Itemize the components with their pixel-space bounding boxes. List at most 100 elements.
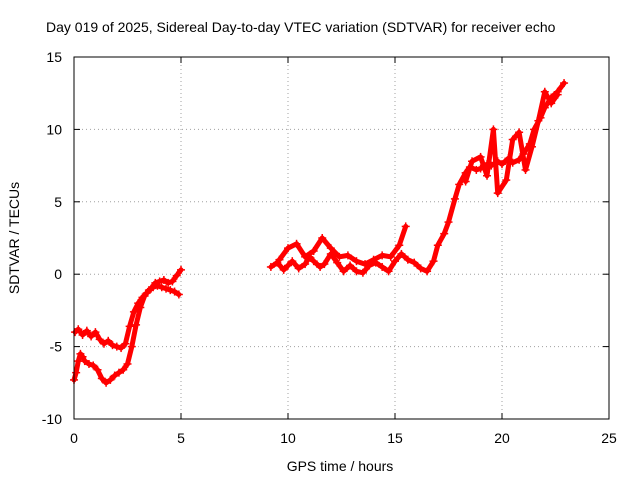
data-point: [498, 160, 506, 169]
data-point: [395, 241, 404, 250]
data-point: [534, 116, 543, 125]
data-point: [461, 177, 470, 186]
data-point: [455, 180, 464, 189]
data-point: [343, 251, 352, 260]
data-point: [166, 286, 175, 295]
data-point: [378, 262, 387, 271]
data-point: [560, 79, 569, 88]
data-point: [80, 357, 89, 366]
x-tick-label: 20: [494, 430, 510, 446]
data-point: [95, 335, 104, 344]
data-point: [93, 365, 102, 374]
data-point: [97, 374, 106, 383]
data-point: [177, 265, 185, 274]
data-point: [284, 261, 292, 270]
y-tick-label: 15: [46, 49, 62, 65]
data-point: [301, 252, 310, 261]
data-point: [378, 251, 387, 260]
x-tick-label: 0: [70, 430, 78, 446]
data-point: [386, 252, 395, 261]
data-point: [401, 222, 410, 231]
data-point: [142, 289, 151, 298]
data-point: [476, 152, 485, 161]
data-point: [151, 278, 160, 287]
data-point: [72, 368, 81, 377]
data-point: [292, 239, 301, 248]
data-point: [369, 255, 378, 264]
series-segment-2-upper: [276, 223, 409, 267]
y-tick-label: -10: [42, 411, 62, 427]
data-point: [527, 142, 536, 151]
data-point: [155, 277, 164, 286]
data-point: [483, 171, 492, 180]
data-point: [433, 241, 442, 250]
data-point: [508, 135, 517, 144]
data-point: [123, 359, 132, 368]
data-point: [316, 262, 325, 271]
x-tick-label: 5: [177, 430, 185, 446]
data-point: [125, 322, 134, 331]
y-tick-label: 5: [54, 194, 62, 210]
ticks: [73, 56, 610, 420]
data-point: [547, 99, 556, 108]
data-point: [266, 262, 275, 271]
data-point: [339, 267, 348, 276]
data-point: [352, 267, 361, 276]
chart-title: Day 019 of 2025, Sidereal Day-to-day VTE…: [46, 19, 556, 35]
data-point: [472, 165, 481, 174]
data-point: [102, 378, 111, 387]
data-point: [294, 264, 303, 273]
data-point: [138, 293, 147, 302]
data-point: [326, 244, 335, 253]
data-point: [162, 284, 171, 293]
data-point: [493, 189, 502, 198]
data-point: [333, 258, 342, 267]
data-point: [521, 165, 530, 174]
y-tick-labels: -10 -5 0 5 10 15: [42, 49, 62, 427]
data-point: [172, 271, 181, 280]
data-point: [410, 258, 419, 267]
data-point: [87, 332, 96, 341]
data-point: [352, 257, 361, 266]
data-point: [318, 234, 327, 242]
data-point: [288, 257, 297, 266]
data-point: [275, 255, 284, 264]
data-point: [99, 339, 108, 348]
x-tick-label: 15: [387, 430, 403, 446]
data-point: [104, 336, 113, 345]
data-point: [553, 90, 562, 99]
data-point: [450, 194, 459, 203]
data-point: [132, 320, 141, 329]
data-point: [444, 218, 453, 227]
data-point: [168, 277, 177, 286]
y-tick-label: -5: [50, 339, 63, 355]
data-point: [112, 342, 121, 351]
data-point: [127, 342, 136, 351]
data-point: [309, 247, 318, 256]
data-point: [540, 87, 549, 96]
y-tick-label: 10: [46, 121, 62, 137]
plot-frame: [73, 56, 610, 420]
data-point: [119, 365, 128, 374]
data-point: [416, 264, 425, 273]
data-point: [174, 290, 183, 299]
data-point: [515, 128, 524, 137]
y-tick-label: 0: [54, 266, 62, 282]
data-point: [309, 257, 318, 266]
data-point: [429, 257, 438, 266]
data-point: [82, 326, 91, 335]
series-segment-2: [268, 80, 567, 276]
data-point: [423, 267, 432, 276]
x-tick-label: 10: [280, 430, 296, 446]
data-point: [121, 339, 130, 348]
data-point: [147, 284, 156, 293]
data-point: [74, 325, 83, 334]
data-point: [346, 261, 355, 270]
data-point: [170, 287, 179, 296]
grid: [74, 57, 609, 419]
data-series: [70, 79, 569, 387]
data-point: [129, 307, 138, 316]
data-point: [114, 368, 123, 377]
x-tick-labels: 0 5 10 15 20 25: [70, 430, 617, 446]
